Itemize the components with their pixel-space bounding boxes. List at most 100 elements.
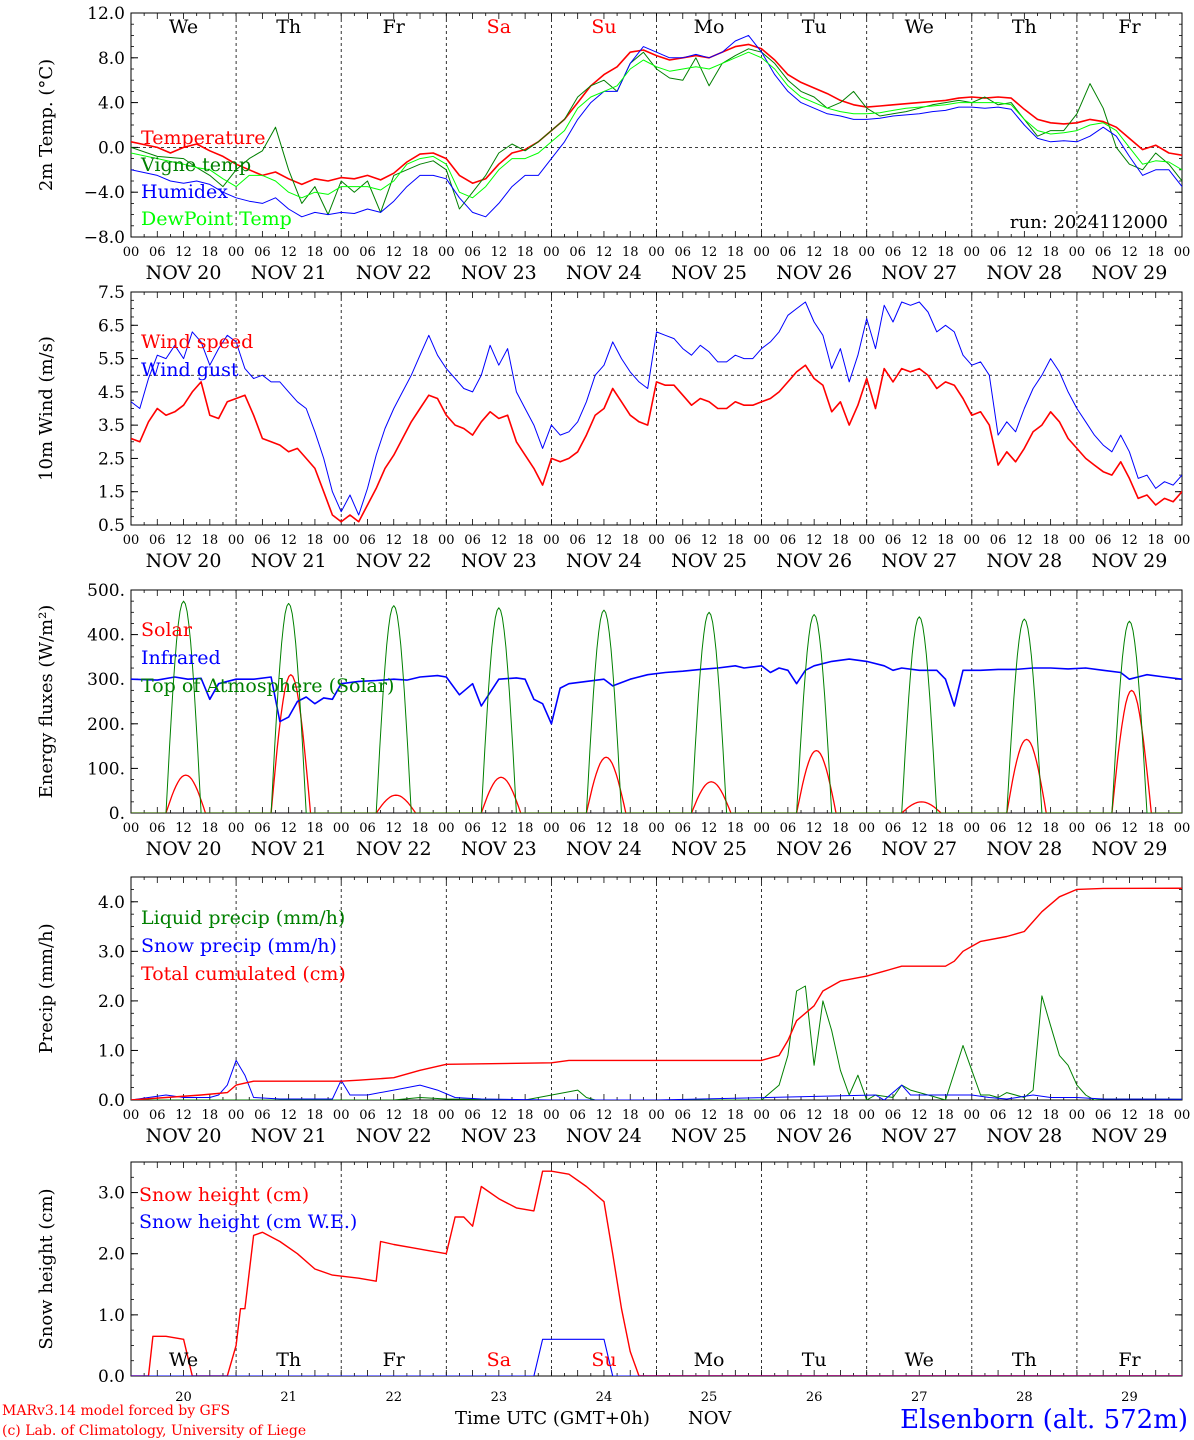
hour-tick-label: 00 — [543, 533, 560, 548]
hour-tick-label: 12 — [280, 533, 297, 548]
hour-tick-label: 00 — [543, 1108, 560, 1123]
hour-tick-label: 12 — [175, 821, 192, 836]
hour-tick-label: 06 — [990, 245, 1007, 260]
y-tick-label: 0.0 — [98, 1091, 125, 1111]
hour-tick-label: 06 — [675, 533, 692, 548]
weekday-label: Th — [276, 16, 301, 38]
hour-tick-label: 18 — [202, 245, 219, 260]
hour-tick-label: 18 — [412, 821, 429, 836]
hour-tick-label: 18 — [727, 821, 744, 836]
series-line-snow-precip-mm-h- — [131, 1059, 1182, 1100]
date-label: NOV 21 — [251, 1125, 327, 1147]
series-line-humidex — [131, 34, 1182, 218]
hour-tick-label: 06 — [780, 245, 797, 260]
hour-tick-label: 12 — [1016, 533, 1033, 548]
hour-tick-label: 12 — [911, 533, 928, 548]
hour-tick-label: 12 — [491, 245, 508, 260]
hour-tick-label: 18 — [517, 1108, 534, 1123]
model-credit: MARv3.14 model forced by GFS — [2, 1403, 230, 1419]
y-tick-label: 6.5 — [98, 316, 125, 336]
series-line-liquid-precip-mm-h- — [131, 985, 1182, 1100]
day-number-label: 28 — [1016, 1390, 1033, 1405]
y-tick-label: 1.0 — [98, 1041, 125, 1061]
hour-tick-label: 06 — [569, 1108, 586, 1123]
hour-tick-label: 12 — [911, 821, 928, 836]
y-axis-label: 2m Temp. (°C) — [36, 59, 57, 191]
y-tick-label: −4.0 — [84, 183, 125, 203]
hour-tick-label: 00 — [1069, 1108, 1086, 1123]
hour-tick-label: 12 — [175, 533, 192, 548]
hour-tick-label: 06 — [780, 821, 797, 836]
hour-tick-label: 06 — [149, 1108, 166, 1123]
date-label: NOV 23 — [461, 838, 537, 860]
hour-tick-label: 00 — [1069, 245, 1086, 260]
hour-tick-label: 12 — [806, 1108, 823, 1123]
chart-panel-3: 500. 400. 300. 200. 100. 0. Energy fluxes (W/m… — [36, 581, 1190, 860]
hour-tick-label: 06 — [990, 533, 1007, 548]
day-number-label: 24 — [596, 1390, 613, 1405]
hour-tick-label: 18 — [622, 821, 639, 836]
series-line-total-cumulated-cm- — [131, 887, 1182, 1100]
date-label: NOV 26 — [776, 838, 852, 860]
hour-tick-label: 00 — [543, 245, 560, 260]
hour-tick-label: 18 — [937, 533, 954, 548]
weekday-label: We — [905, 16, 934, 38]
day-number-label: 20 — [175, 1390, 192, 1405]
hour-tick-label: 06 — [569, 533, 586, 548]
hour-tick-label: 18 — [202, 1108, 219, 1123]
date-label: NOV 29 — [1092, 550, 1168, 572]
date-label: NOV 29 — [1092, 1125, 1168, 1147]
hour-tick-label: 06 — [780, 1108, 797, 1123]
hour-tick-label: 06 — [359, 245, 376, 260]
day-number-label: 23 — [491, 1390, 508, 1405]
y-tick-label: 3.5 — [98, 416, 125, 436]
y-tick-label: 12.0 — [87, 4, 125, 24]
hour-tick-label: 12 — [280, 245, 297, 260]
date-label: NOV 22 — [356, 838, 432, 860]
hour-tick-label: 00 — [543, 821, 560, 836]
series-line-vigne-temp — [131, 48, 1182, 216]
weekday-label: Fr — [383, 16, 406, 38]
y-tick-label: 2.0 — [98, 1245, 125, 1265]
hour-tick-label: 18 — [1042, 1108, 1059, 1123]
hour-tick-label: 06 — [149, 245, 166, 260]
hour-tick-label: 12 — [491, 1108, 508, 1123]
legend-entry: Top of Atmosphere (Solar) — [141, 675, 394, 697]
y-tick-label: 500. — [87, 581, 125, 601]
hour-tick-label: 18 — [1042, 821, 1059, 836]
hour-tick-label: 00 — [1174, 533, 1191, 548]
hour-tick-label: 12 — [1121, 821, 1138, 836]
date-label: NOV 28 — [986, 262, 1062, 284]
hour-tick-label: 00 — [753, 1108, 770, 1123]
hour-tick-label: 12 — [1121, 533, 1138, 548]
hour-tick-label: 06 — [254, 1108, 271, 1123]
date-label: NOV 28 — [986, 550, 1062, 572]
hour-tick-label: 00 — [333, 821, 350, 836]
day-number-label: 27 — [911, 1390, 928, 1405]
hour-tick-label: 18 — [1042, 533, 1059, 548]
date-label: NOV 20 — [146, 838, 222, 860]
y-tick-label: 5.5 — [98, 350, 125, 370]
hour-tick-label: 00 — [333, 245, 350, 260]
hour-tick-label: 00 — [228, 245, 245, 260]
hour-tick-label: 06 — [780, 533, 797, 548]
y-tick-label: 1.5 — [98, 483, 125, 503]
legend-entry: DewPoint Temp — [141, 208, 292, 230]
date-label: NOV 29 — [1092, 262, 1168, 284]
hour-tick-label: 18 — [832, 533, 849, 548]
hour-tick-label: 12 — [491, 533, 508, 548]
date-label: NOV 23 — [461, 262, 537, 284]
hour-tick-label: 18 — [832, 1108, 849, 1123]
date-label: NOV 24 — [566, 838, 642, 860]
hour-tick-label: 06 — [1095, 245, 1112, 260]
hour-tick-label: 12 — [596, 533, 613, 548]
hour-tick-label: 00 — [648, 533, 665, 548]
hour-tick-label: 00 — [648, 1108, 665, 1123]
series-line-top-of-atmosphere-solar- — [131, 600, 1182, 813]
hour-tick-label: 12 — [701, 1108, 718, 1123]
y-tick-label: 1.0 — [98, 1306, 125, 1326]
hour-tick-label: 06 — [254, 821, 271, 836]
hour-tick-label: 18 — [937, 245, 954, 260]
hour-tick-label: 06 — [359, 533, 376, 548]
y-tick-label: 3.0 — [98, 1184, 125, 1204]
